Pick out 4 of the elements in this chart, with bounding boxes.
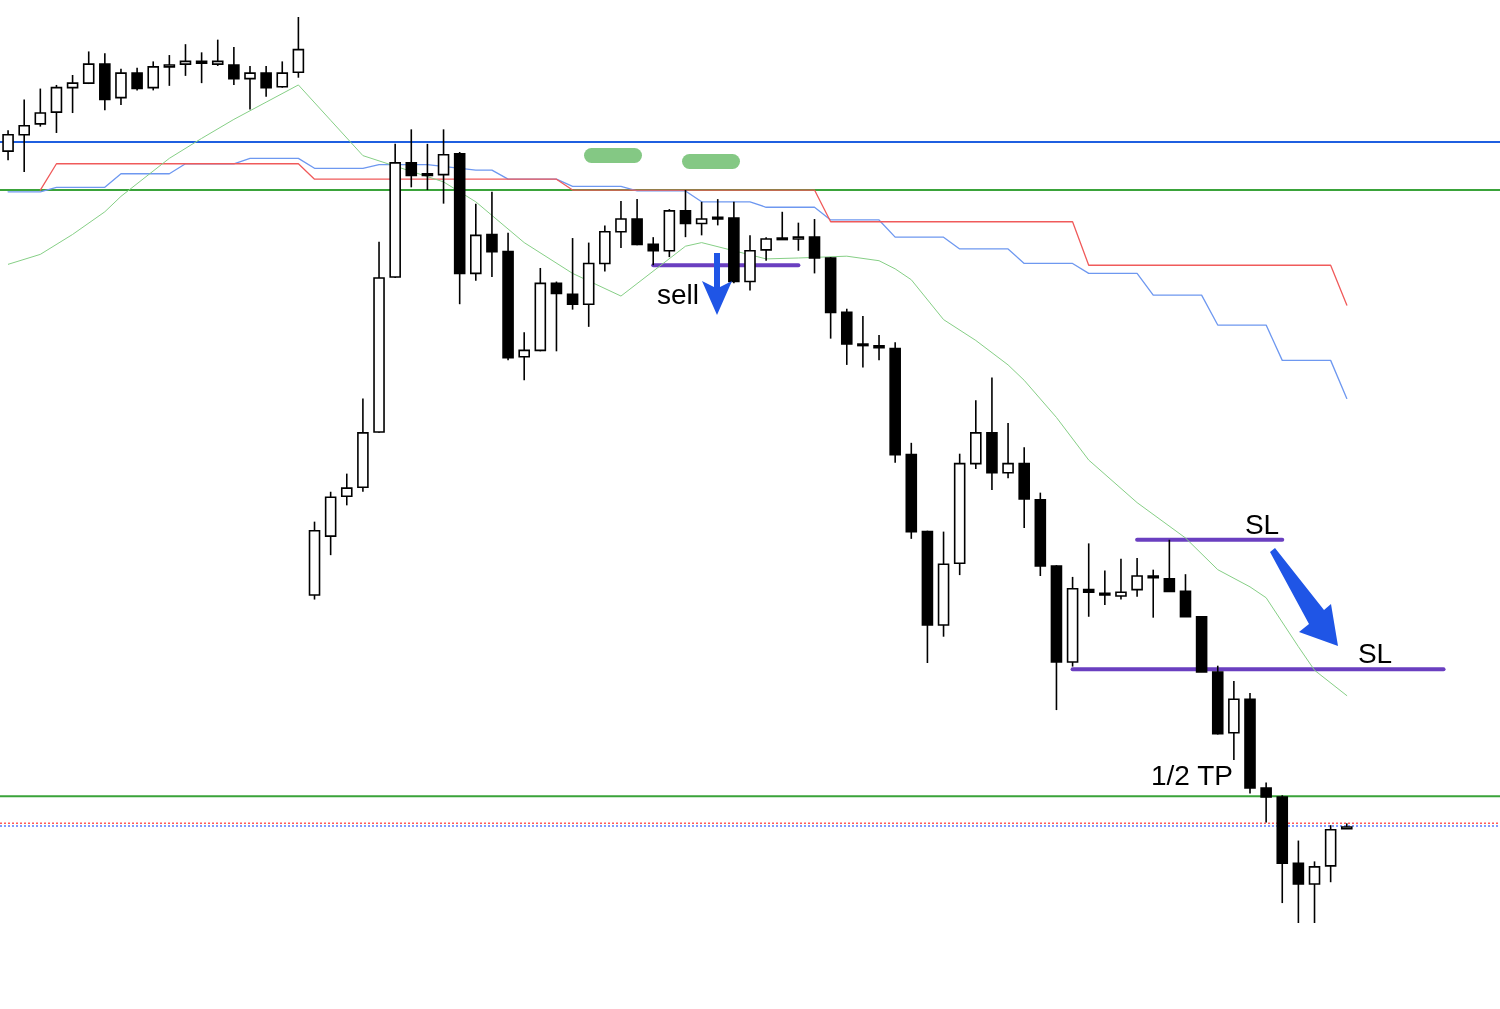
annotation: 1/2 TP xyxy=(1151,760,1233,791)
annotation: SL xyxy=(1244,508,1280,540)
annotation: sell xyxy=(656,279,700,310)
annotation: SL xyxy=(1357,638,1393,670)
